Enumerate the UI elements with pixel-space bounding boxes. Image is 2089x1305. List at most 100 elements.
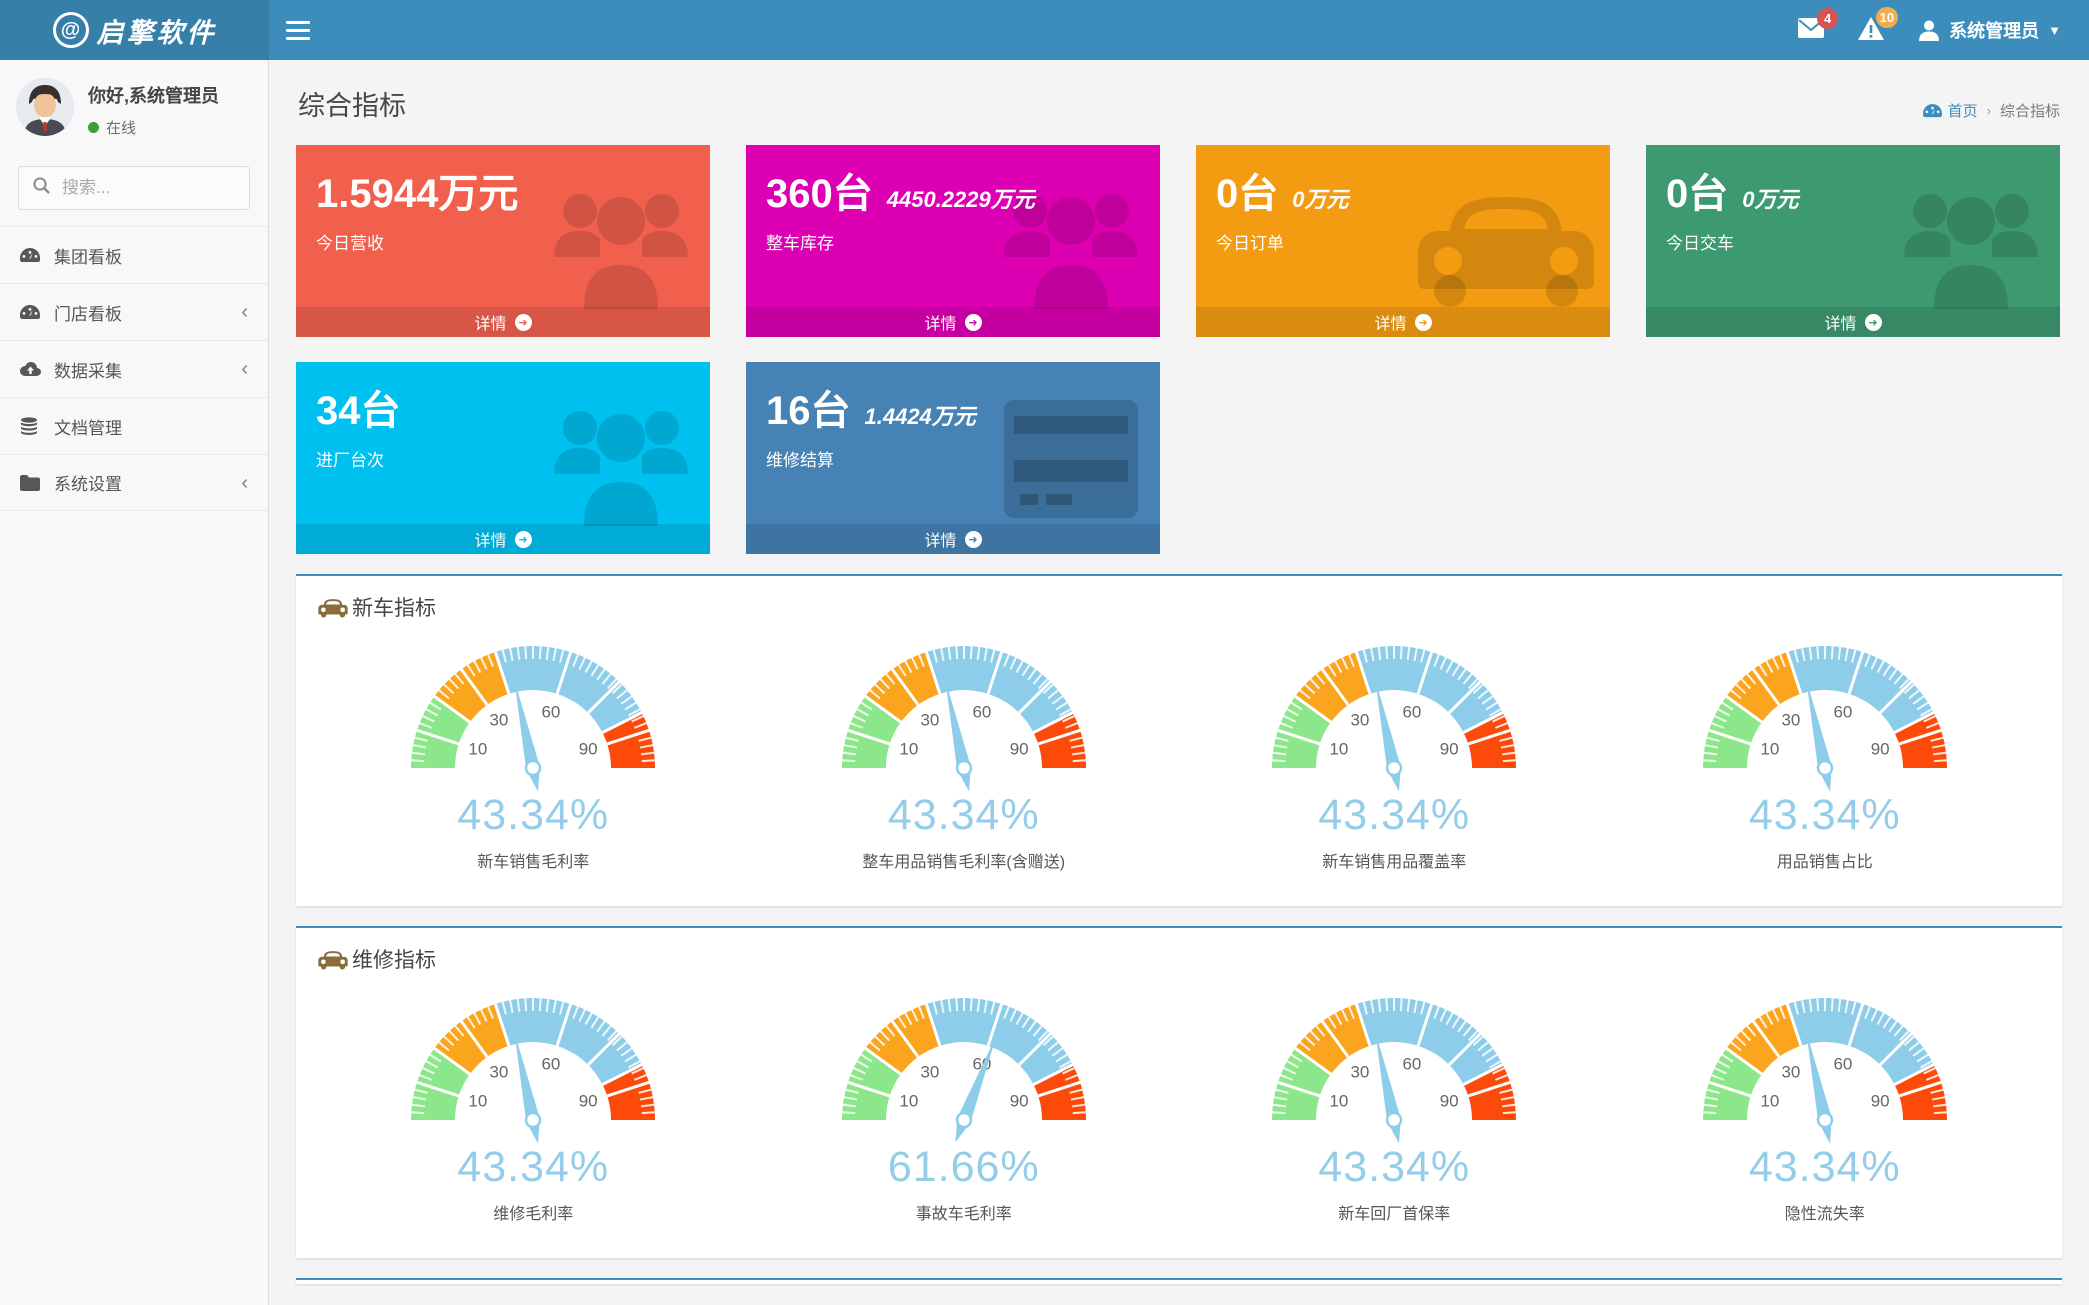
sidebar-item-group-dashboard[interactable]: 集团看板: [0, 226, 268, 283]
info-box-workshop-entries: 34台 进厂台次 详情 ➜: [296, 362, 710, 554]
avatar: [16, 78, 74, 136]
svg-text:10: 10: [469, 740, 488, 759]
svg-text:90: 90: [579, 1092, 598, 1111]
arrow-right-icon: ➜: [514, 313, 532, 331]
car-icon: [1416, 179, 1596, 314]
details-link[interactable]: 详情 ➜: [746, 307, 1160, 337]
svg-text:30: 30: [1781, 711, 1800, 730]
arrow-right-icon: ➜: [1414, 313, 1432, 331]
gauge-chart: 10 30 60 90: [1259, 638, 1529, 805]
info-box-today-revenue: 1.5944万元 今日营收 详情 ➜: [296, 145, 710, 337]
gauge-label: 整车用品销售毛利率(含赠送): [862, 854, 1066, 871]
gauge-new-car-gross-margin: 10 30 60 90 43.34% 新车销售毛利率: [318, 638, 749, 872]
svg-text:30: 30: [1781, 1063, 1800, 1082]
messages-button[interactable]: 4: [1798, 8, 1839, 42]
svg-text:60: 60: [972, 702, 991, 721]
details-link[interactable]: 详情 ➜: [746, 524, 1160, 554]
sidebar-item-store-dashboard[interactable]: 门店看板 ‹: [0, 283, 268, 340]
chevron-left-icon: ‹: [241, 358, 248, 380]
details-link[interactable]: 详情 ➜: [296, 307, 710, 337]
svg-text:10: 10: [469, 1092, 488, 1111]
sidebar-item-data-collection[interactable]: 数据采集 ‹: [0, 340, 268, 397]
svg-text:60: 60: [542, 1054, 561, 1073]
svg-text:90: 90: [1870, 1092, 1889, 1111]
alerts-button[interactable]: 10: [1858, 6, 1899, 44]
panel-title: 维修指标: [318, 944, 2040, 974]
sidebar-item-documents[interactable]: 文档管理: [0, 397, 268, 454]
svg-text:30: 30: [490, 1063, 509, 1082]
car-icon: [318, 595, 348, 619]
box-sub-value: 1.4424万元: [864, 404, 976, 429]
top-header: @ 启擎软件 4 10: [0, 0, 2089, 60]
user-menu[interactable]: 系统管理员 ▼: [1918, 17, 2061, 43]
box-label: 进厂台次: [316, 451, 384, 470]
svg-text:90: 90: [579, 740, 598, 759]
logo-at-icon: @: [52, 12, 89, 48]
svg-text:10: 10: [899, 740, 918, 759]
svg-text:10: 10: [1760, 740, 1779, 759]
breadcrumb-home-link[interactable]: 首页: [1922, 100, 1978, 121]
info-box-repair-settlement: 16台 1.4424万元 维修结算 详情 ➜: [746, 362, 1160, 554]
gauge-value: 43.34%: [887, 791, 1040, 839]
arrow-right-icon: ➜: [514, 530, 532, 548]
users-icon: [996, 179, 1146, 314]
credit-card-icon: [996, 396, 1146, 525]
details-link[interactable]: 详情 ➜: [296, 524, 710, 554]
svg-text:90: 90: [1440, 740, 1459, 759]
car-icon: [318, 947, 348, 971]
gauge-chart: 10 30 60 90: [829, 990, 1099, 1157]
svg-text:60: 60: [1833, 1054, 1852, 1073]
box-label: 今日订单: [1216, 234, 1284, 253]
gauge-value: 43.34%: [1318, 1143, 1471, 1191]
gauge-accident-car-margin: 10 30 60 90 61.66% 事故车毛利率: [749, 990, 1180, 1224]
box-label: 维修结算: [766, 451, 834, 470]
box-sub-value: 0万元: [1742, 187, 1799, 212]
app-logo[interactable]: @ 启擎软件: [0, 0, 269, 60]
gauge-chart: 10 30 60 90: [1259, 990, 1529, 1157]
box-value: 0台: [1216, 172, 1279, 216]
details-link[interactable]: 详情 ➜: [1646, 307, 2060, 337]
gauge-chart: 10 30 60 90: [829, 638, 1099, 805]
logo-text: 启擎软件: [96, 17, 217, 49]
info-box-today-orders: 0台 0万元 今日订单 详情 ➜: [1196, 145, 1610, 337]
box-label: 整车库存: [766, 234, 834, 253]
navbar: 4 10 系统管理员 ▼: [269, 0, 2089, 60]
svg-text:10: 10: [899, 1092, 918, 1111]
panel-repair-kpi: 维修指标 10 30 60 90 43.34% 维修毛利率 10 30 60 90 61.6…: [296, 926, 2062, 1258]
search-input[interactable]: [62, 178, 235, 198]
box-value: 360台: [766, 172, 873, 216]
gauge-label: 用品销售占比: [1776, 854, 1873, 871]
svg-text:90: 90: [1009, 1092, 1028, 1111]
gauge-label: 事故车毛利率: [915, 1206, 1012, 1223]
box-value: 34台: [316, 389, 401, 433]
gauge-label: 新车销售用品覆盖率: [1322, 854, 1467, 871]
svg-text:90: 90: [1440, 1092, 1459, 1111]
panel-new-car-kpi: 新车指标 10 30 60 90 43.34% 新车销售毛利率 10 30 60 90 43…: [296, 574, 2062, 906]
gauge-accessory-coverage: 10 30 60 90 43.34% 新车销售用品覆盖率: [1179, 638, 1610, 872]
svg-text:30: 30: [920, 1063, 939, 1082]
sidebar-toggle-icon[interactable]: [269, 0, 327, 60]
svg-text:60: 60: [542, 702, 561, 721]
breadcrumb-current: 综合指标: [1999, 103, 2060, 120]
details-link[interactable]: 详情 ➜: [1196, 307, 1610, 337]
breadcrumb-separator: ›: [1986, 103, 1991, 118]
gauge-value: 43.34%: [1748, 791, 1901, 839]
messages-badge: 4: [1817, 8, 1839, 29]
arrow-right-icon: ➜: [964, 313, 982, 331]
sidebar-item-settings[interactable]: 系统设置 ‹: [0, 454, 268, 511]
sidebar-search[interactable]: [18, 166, 250, 210]
info-box-vehicle-stock: 360台 4450.2229万元 整车库存 详情 ➜: [746, 145, 1160, 337]
arrow-right-icon: ➜: [964, 530, 982, 548]
info-box-today-delivery: 0台 0万元 今日交车 详情 ➜: [1646, 145, 2060, 337]
svg-text:30: 30: [490, 711, 509, 730]
chevron-down-icon: ▼: [2048, 22, 2061, 38]
page-title: 综合指标: [298, 91, 406, 121]
gauge-value: 43.34%: [1748, 1143, 1901, 1191]
folder-icon: [20, 474, 54, 491]
breadcrumb: 首页 › 综合指标: [1922, 100, 2060, 123]
gauge-chart: 10 30 60 90: [398, 990, 668, 1157]
alerts-badge: 10: [1875, 6, 1899, 28]
svg-text:30: 30: [1351, 1063, 1370, 1082]
search-icon: [33, 177, 50, 199]
sidebar-greeting: 你好,系统管理员: [88, 86, 220, 106]
